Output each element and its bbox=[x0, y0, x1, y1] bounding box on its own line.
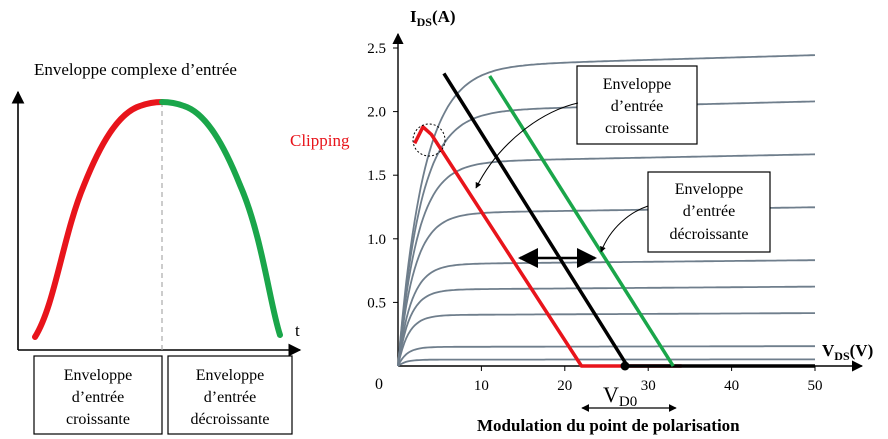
y-tick-label: 0.5 bbox=[367, 295, 386, 311]
box-rising-line-2: d’entrée bbox=[611, 98, 663, 115]
left-title: Enveloppe complexe d’entrée bbox=[34, 60, 237, 79]
characteristic-curve bbox=[397, 285, 815, 367]
rising-envelope-curve bbox=[32, 99, 165, 340]
box-rising-right: Enveloppe d’entrée croissante bbox=[576, 65, 698, 145]
box-rising-line-3: croissante bbox=[605, 120, 669, 137]
y-tick-label: 2.0 bbox=[367, 105, 386, 121]
axis-ticks: 10 20 30 40 50 0.5 1.0 1.5 2.0 2.5 bbox=[367, 41, 822, 394]
y-tick-label: 2.5 bbox=[367, 41, 386, 57]
characteristic-curve bbox=[397, 153, 816, 367]
x-tick-label: 20 bbox=[557, 378, 572, 394]
box-falling-left: Enveloppe d’entrée décroissante bbox=[167, 355, 293, 435]
vd0-label: VD0 bbox=[603, 382, 637, 410]
box-rising-left: Enveloppe d’entrée croissante bbox=[33, 355, 163, 435]
left-panel: Enveloppe complexe d’entrée t Enveloppe … bbox=[11, 60, 302, 435]
box-falling-right: Enveloppe d’entrée décroissante bbox=[647, 171, 771, 253]
x-tick-label: 50 bbox=[808, 378, 823, 394]
characteristic-curve bbox=[397, 54, 816, 367]
x-tick-label: 10 bbox=[474, 378, 489, 394]
y-axis-label: IDS(A) bbox=[410, 7, 456, 29]
clipping-circle bbox=[412, 123, 446, 157]
y-tick-label: 1.5 bbox=[367, 168, 386, 184]
box-right-line-2: d’entrée bbox=[204, 389, 256, 406]
pointer-to-red-line bbox=[475, 102, 579, 189]
y-tick-label: 1.0 bbox=[367, 232, 386, 248]
box-falling-line-2: d’entrée bbox=[683, 203, 735, 220]
characteristic-curve bbox=[397, 312, 815, 367]
green-load-line bbox=[488, 75, 675, 367]
clipping-label: Clipping bbox=[290, 131, 350, 150]
box-left-line-2: d’entrée bbox=[72, 389, 124, 406]
x-tick-label: 30 bbox=[641, 378, 656, 394]
characteristic-curve bbox=[397, 345, 815, 367]
box-left-line-1: Enveloppe bbox=[64, 367, 132, 384]
box-falling-line-3: décroissante bbox=[669, 226, 748, 243]
x-axis-label: VDS(V) bbox=[822, 341, 873, 363]
origin-label: 0 bbox=[375, 376, 383, 393]
box-right-line-3: décroissante bbox=[190, 411, 269, 428]
red-load-line bbox=[413, 125, 682, 368]
right-panel: IDS(A) VDS(V) 0 10 20 30 40 50 0.5 1.0 1.5 2.0 2.… bbox=[290, 7, 873, 435]
box-right-line-1: Enveloppe bbox=[196, 367, 264, 384]
pointer-to-green-line bbox=[600, 205, 649, 253]
x-tick-label: 40 bbox=[724, 378, 739, 394]
box-rising-line-1: Enveloppe bbox=[603, 76, 671, 93]
left-t-label: t bbox=[295, 321, 300, 340]
box-falling-line-1: Enveloppe bbox=[675, 181, 743, 198]
box-left-line-3: croissante bbox=[66, 411, 130, 428]
characteristic-curve bbox=[397, 358, 815, 367]
falling-envelope-curve bbox=[159, 99, 283, 338]
bottom-caption: Modulation du point de polarisation bbox=[477, 416, 740, 435]
vd0-point bbox=[620, 361, 630, 371]
